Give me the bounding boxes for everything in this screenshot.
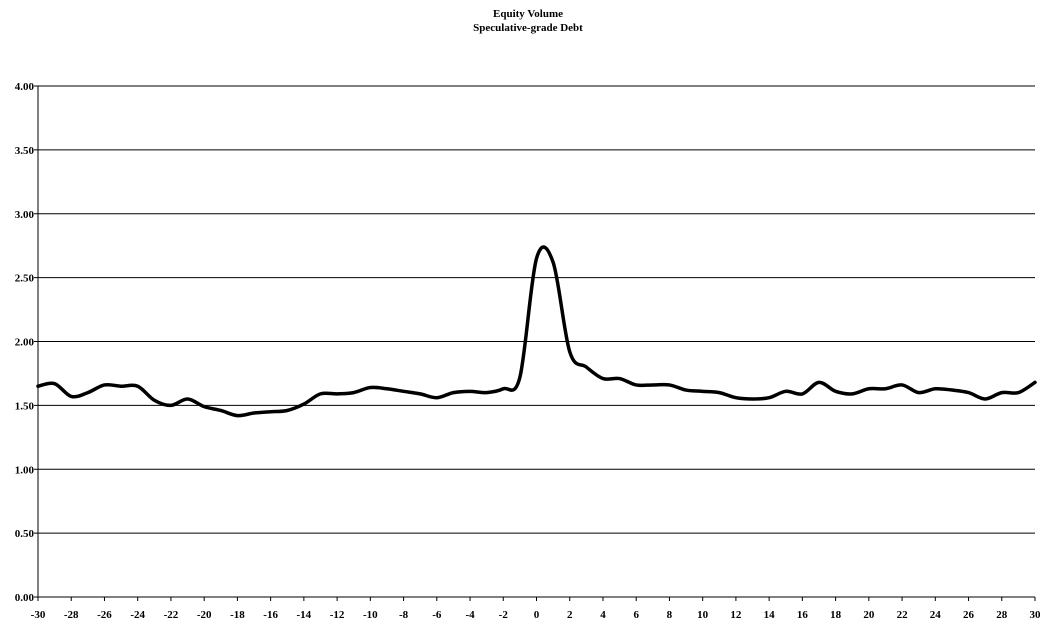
x-tick-label-20: 10 [697,609,709,621]
gridlines [38,85,1035,534]
x-tick-label-18: 6 [633,609,639,621]
y-tick-label-0: 0.00 [15,592,35,604]
x-tick-label-5: -20 [197,609,212,621]
x-tick-label-0: -30 [31,609,46,621]
x-tick-label-1: -28 [64,609,79,621]
x-tick-label-11: -8 [399,609,409,621]
x-tick-label-21: 12 [730,609,742,621]
x-tick-label-30: 30 [1030,609,1042,621]
y-tick-label-7: 3.50 [15,145,35,157]
y-axis-ticks: 0.00 0.50 1.00 1.50 2.00 2.50 3.00 3.50 4.00 [15,81,38,604]
chart-subtitle: Speculative-grade Debt [473,22,583,34]
x-tick-label-10: -10 [363,609,378,621]
x-tick-label-8: -14 [297,609,312,621]
y-tick-label-4: 2.00 [15,337,35,349]
x-tick-label-9: -12 [330,609,345,621]
x-axis-ticks: -30 -28 -26 -24 -22 -20 -18 -16 -14 -12 -10 -8 -6 -4-… [31,597,1041,621]
y-tick-label-3: 1.50 [15,400,35,412]
x-tick-label-14: -2 [499,609,509,621]
x-tick-label-13: -4 [465,609,475,621]
y-tick-label-1: 0.50 [15,528,35,540]
x-tick-label-3: -24 [130,609,145,621]
x-tick-label-26: 22 [897,609,909,621]
chart-title: Equity Volume [493,8,563,20]
x-tick-label-29: 28 [996,609,1008,621]
x-tick-label-12: -6 [432,609,442,621]
x-tick-label-24: 18 [830,609,842,621]
y-tick-label-8: 4.00 [15,81,35,93]
x-tick-label-27: 24 [930,609,942,621]
x-tick-label-6: -18 [230,609,245,621]
x-tick-label-15: 0 [534,609,540,621]
x-tick-label-23: 16 [797,609,809,621]
x-tick-label-19: 8 [667,609,673,621]
x-tick-label-17: 4 [600,609,606,621]
y-tick-label-2: 1.00 [15,464,35,476]
x-tick-label-16: 2 [567,609,573,621]
y-tick-label-5: 2.50 [15,273,35,285]
x-tick-label-4: -22 [164,609,179,621]
series-line [36,245,1037,418]
x-tick-label-2: -26 [97,609,112,621]
x-tick-label-22: 14 [764,609,776,621]
x-tick-label-7: -16 [263,609,278,621]
x-tick-label-28: 26 [963,609,975,621]
x-tick-label-25: 20 [863,609,875,621]
y-tick-label-6: 3.00 [15,209,35,221]
